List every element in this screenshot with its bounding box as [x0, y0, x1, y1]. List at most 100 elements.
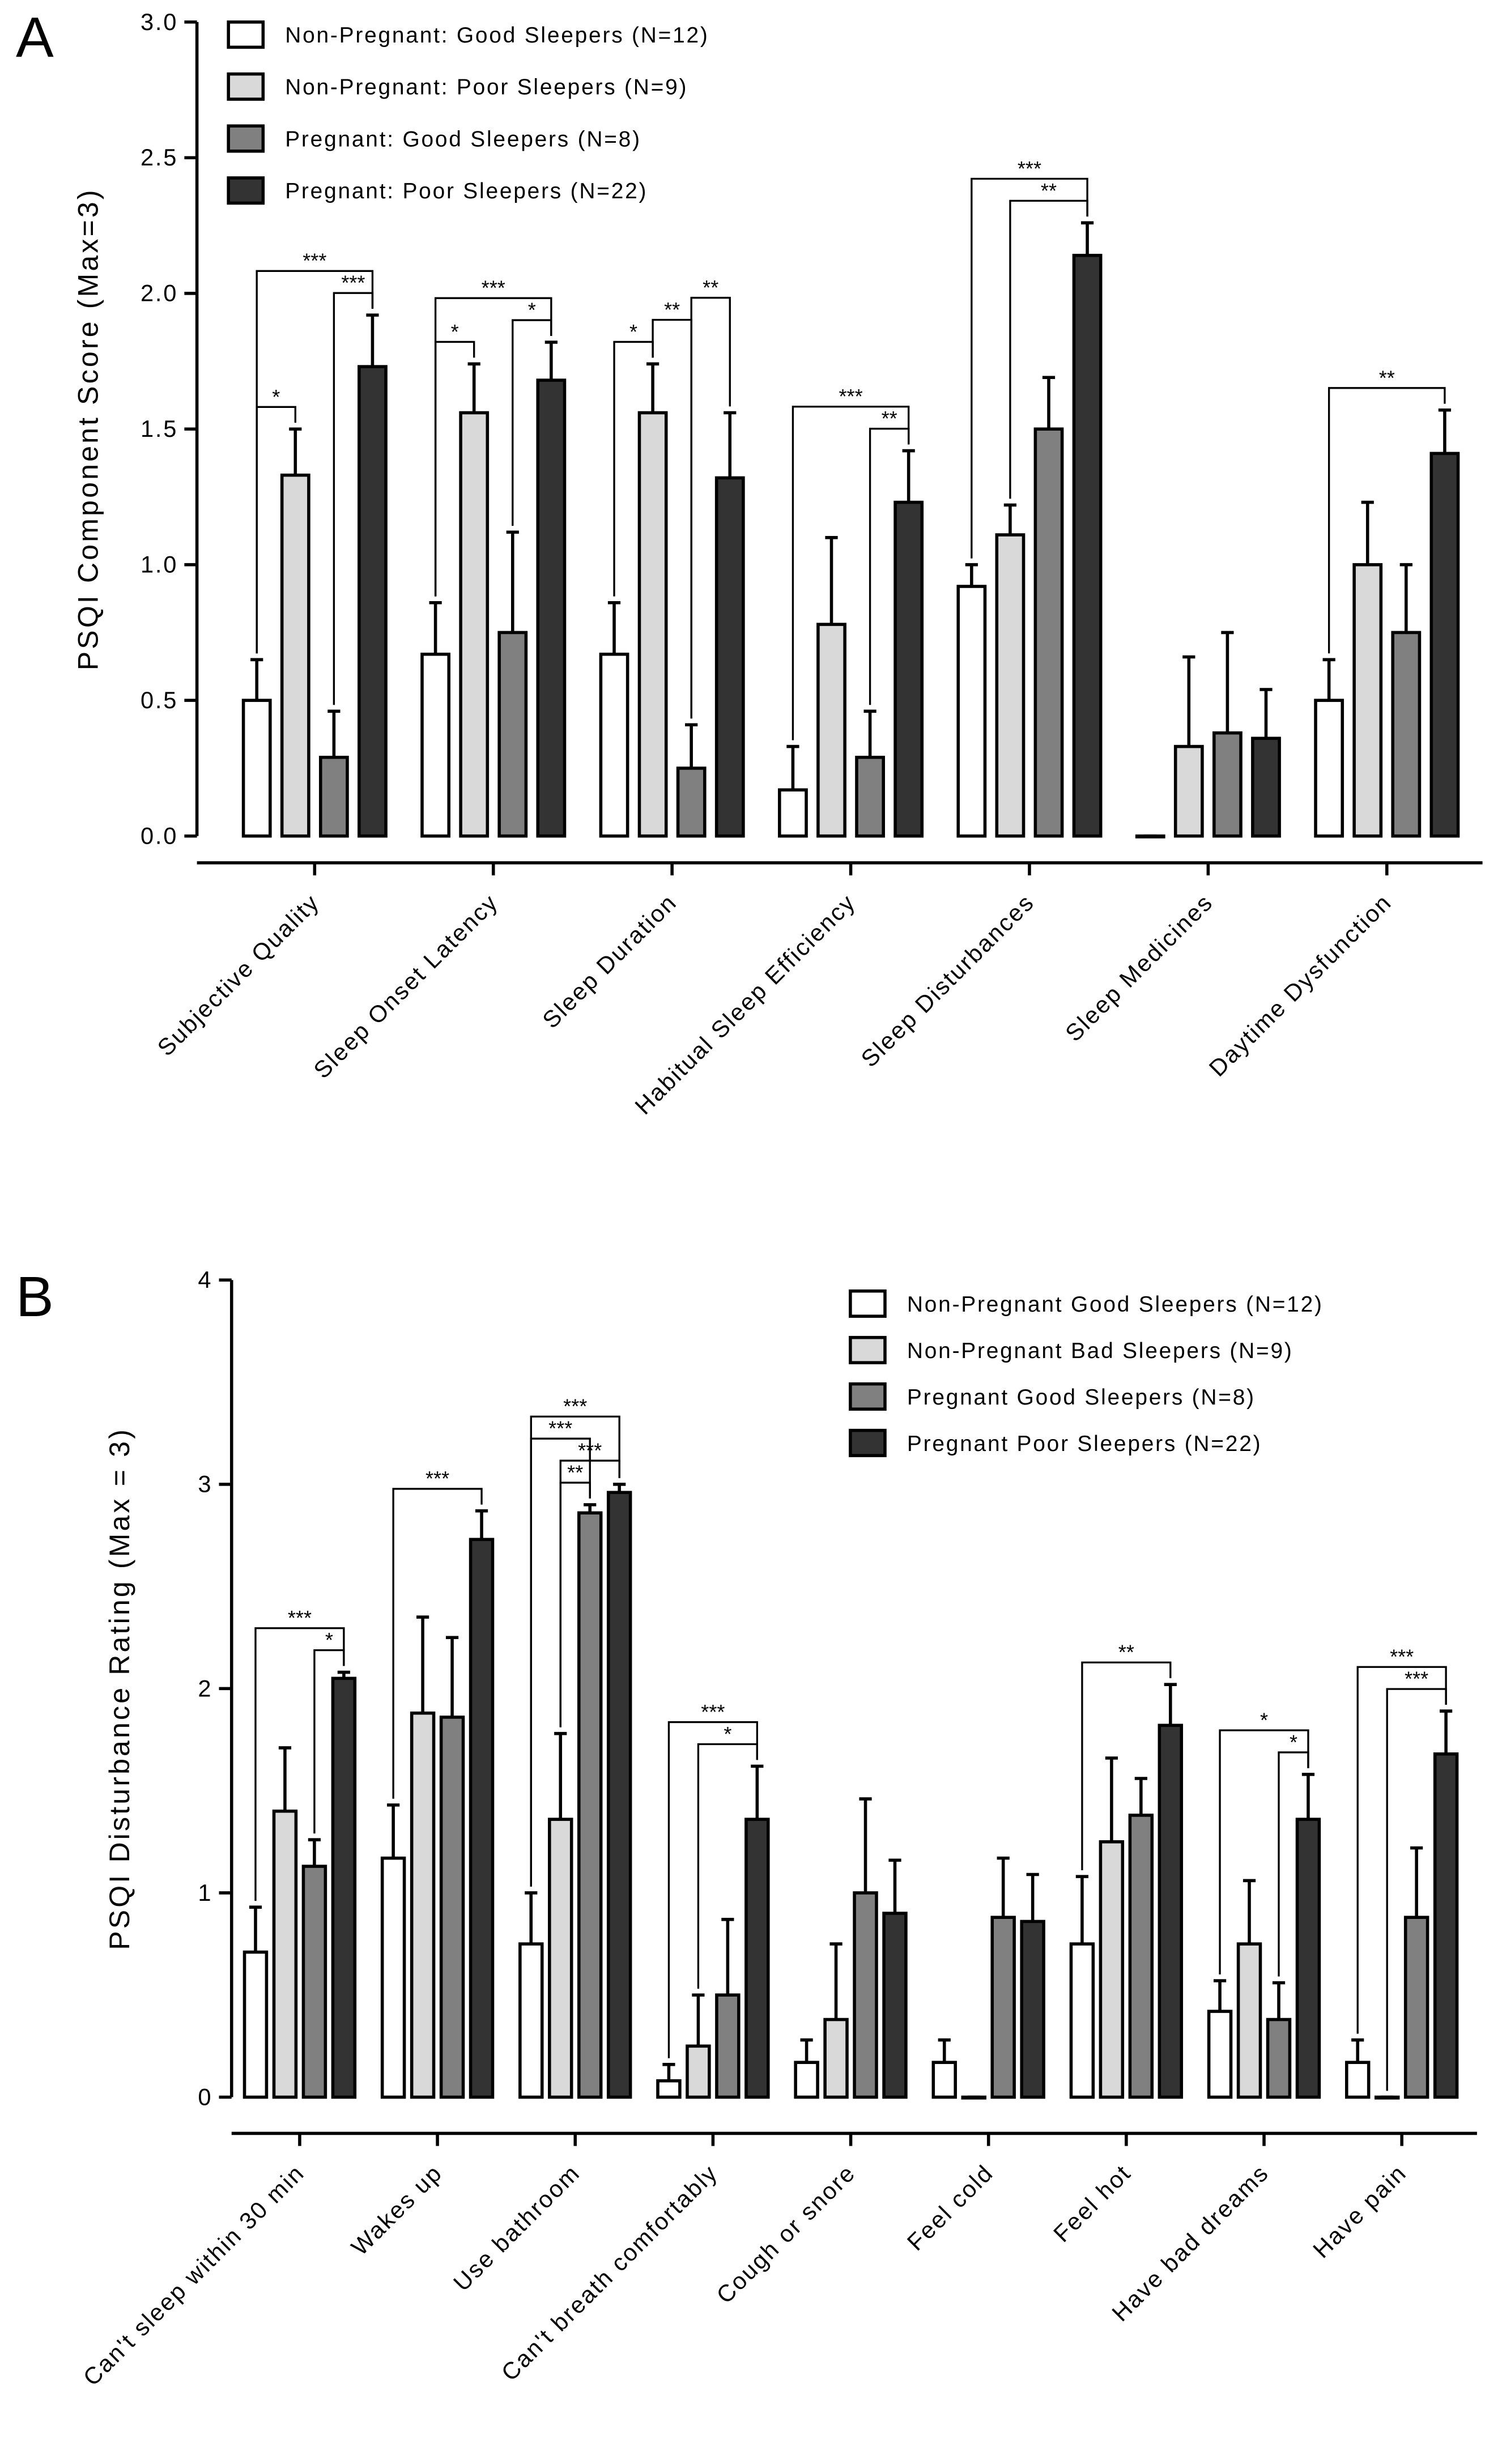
panel-label: B [16, 1265, 54, 1329]
significance-bracket [792, 406, 910, 741]
x-tick-label: Feel cold [902, 2159, 998, 2256]
significance-label: ** [1041, 179, 1057, 202]
bar [1314, 699, 1344, 838]
error-bar [888, 1858, 901, 1914]
error-bar [1440, 1709, 1453, 1754]
significance-label: *** [425, 1467, 449, 1490]
bar [606, 1491, 632, 2099]
error-bar [584, 1503, 597, 1513]
significance-bracket [690, 296, 731, 719]
error-bar [1361, 500, 1374, 565]
y-axis-title: PSQI Component Score (Max=3) [73, 188, 104, 670]
error-bar [544, 341, 558, 381]
y-tick-label: 3 [198, 1471, 212, 1497]
bar [637, 411, 668, 838]
significance-label: * [1290, 1730, 1297, 1754]
y-tick-label: 0 [198, 2083, 212, 2110]
bar [301, 1865, 327, 2099]
error-bar [613, 1483, 626, 1493]
error-bar [1075, 1875, 1089, 1944]
error-bar [1026, 1873, 1039, 1922]
legend-label: Non-Pregnant Good Sleepers (N=12) [907, 1292, 1324, 1317]
significance-label: *** [1405, 1667, 1428, 1691]
bar [1072, 253, 1103, 838]
error-bar [829, 1942, 843, 2020]
significance-bracket [434, 297, 552, 597]
bar [1251, 737, 1281, 838]
error-bar [1301, 1773, 1315, 1820]
bar [1128, 1814, 1154, 2099]
y-axis-title: PSQI Disturbance Rating (Max = 3) [104, 1427, 135, 1950]
x-tick-label: Wakes up [346, 2159, 448, 2261]
significance-bracket [530, 1415, 620, 1887]
bar [548, 1818, 573, 2099]
bar [358, 365, 388, 838]
y-tick-label: 2.0 [141, 280, 178, 307]
bar [1099, 1840, 1125, 2099]
bar [318, 755, 349, 838]
significance-label: ** [664, 298, 680, 321]
significance-bracket [1081, 1661, 1172, 1870]
bar [469, 1538, 495, 2099]
error-bar [475, 1509, 488, 1540]
significance-label: * [1260, 1708, 1268, 1731]
significance-bracket [1356, 1666, 1447, 2034]
x-tick-label: Sleep Medicines [1060, 888, 1218, 1046]
bar [1266, 2018, 1292, 2099]
x-tick-label: Subjective Quality [152, 888, 324, 1061]
error-bar [1438, 408, 1452, 454]
legend-swatch [227, 72, 265, 101]
legend-swatch [227, 20, 265, 49]
error-bar [1042, 376, 1056, 429]
bar [1020, 1920, 1045, 2099]
y-tick-label: 4 [198, 1266, 212, 1293]
bar [1352, 563, 1383, 838]
bar [536, 378, 567, 838]
bar [714, 476, 745, 838]
bar [272, 1809, 298, 2099]
error-bar [1243, 1879, 1256, 1944]
error-bar [859, 1797, 872, 1893]
error-bar [800, 2038, 813, 2063]
legend-label: Non-Pregnant: Poor Sleepers (N=9) [285, 75, 688, 100]
error-bar [1322, 658, 1335, 701]
error-bar [366, 313, 379, 367]
legend-label: Non-Pregnant: Good Sleepers (N=12) [285, 23, 709, 48]
bar [744, 1818, 770, 2099]
x-tick-label: Sleep Onset Latency [308, 888, 503, 1083]
bar [823, 2018, 849, 2099]
y-tick-label: 2.5 [141, 144, 178, 171]
error-bar [902, 449, 915, 503]
bar [1207, 2010, 1233, 2099]
legend-label: Non-Pregnant Bad Sleepers (N=9) [907, 1339, 1293, 1363]
significance-label: * [528, 299, 536, 322]
error-bar [607, 601, 621, 654]
error-bar [1134, 1777, 1147, 1815]
significance-label: ** [882, 407, 897, 430]
significance-label: * [629, 320, 637, 343]
legend-swatch [227, 124, 265, 153]
error-bar [938, 2038, 951, 2063]
error-bar [387, 1803, 400, 1858]
bar [1069, 1942, 1095, 2099]
legend-label: Pregnant Good Sleepers (N=8) [907, 1385, 1256, 1410]
significance-label: ** [1118, 1641, 1134, 1664]
legend-swatch [227, 176, 265, 205]
significance-label: ** [1379, 366, 1395, 389]
legend-swatch [849, 1382, 887, 1411]
x-tick-label: Sleep Duration [537, 888, 682, 1033]
bar [956, 585, 987, 838]
bar [676, 767, 707, 838]
bar [1391, 631, 1422, 838]
bar [1429, 452, 1460, 838]
error-bar [692, 1993, 705, 2046]
error-bar [1351, 2038, 1364, 2063]
bar [778, 788, 808, 838]
error-bar [1399, 563, 1412, 633]
bar [686, 2044, 711, 2099]
bar [1212, 731, 1243, 838]
significance-label: *** [288, 1606, 312, 1629]
error-bar [278, 1746, 292, 1811]
bar [1158, 1723, 1184, 2099]
x-tick-label: Use bathroom [448, 2159, 585, 2296]
